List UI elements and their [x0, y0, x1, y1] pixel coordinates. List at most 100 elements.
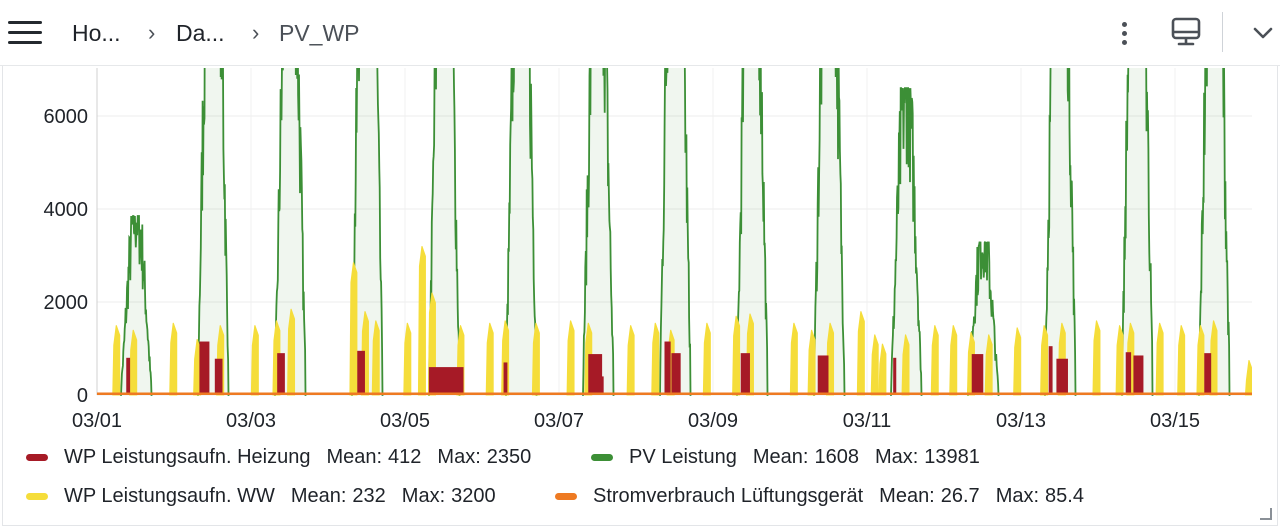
breadcrumb-dashboard[interactable]: Da...: [176, 20, 225, 46]
ww-spike: [349, 262, 358, 396]
pv-line-day: [120, 215, 153, 396]
legend-item-lueftung[interactable]: Stromverbrauch Lüftungsgerät Mean: 26.7 …: [555, 481, 1084, 511]
y-tick-label: 2000: [44, 292, 89, 314]
hamburger-menu-icon[interactable]: [8, 19, 42, 47]
pv-power-chart[interactable]: 0 2000 4000 6000 03/01 03/03 03/05 03/07 03/09 03…: [0, 0, 1280, 440]
chart-legend: WP Leistungsaufn. Heizung Mean: 412 Max:…: [0, 438, 1280, 526]
legend-swatch-ww: [26, 492, 48, 500]
legend-item-pv[interactable]: PV Leistung Mean: 1608 Max: 13981: [591, 442, 980, 472]
ww-spike: [789, 322, 798, 396]
breadcrumb-current-page: PV_WP: [279, 20, 360, 46]
pv-area-day: [274, 68, 307, 395]
resize-handle-icon[interactable]: [1260, 508, 1272, 520]
x-tick-label: 03/01: [72, 410, 122, 432]
ww-spike: [169, 322, 178, 396]
x-tick-label: 03/09: [688, 410, 738, 432]
kebab-vertical-icon[interactable]: [1115, 18, 1135, 48]
pv-area-day: [1121, 68, 1154, 395]
x-tick-label: 03/11: [843, 410, 892, 432]
ww-spike: [878, 343, 887, 396]
heizung-block: [428, 367, 464, 395]
legend-max-value: 13981: [924, 445, 980, 468]
ww-spike: [949, 325, 958, 396]
ww-spike: [732, 315, 741, 396]
heizung-block: [126, 357, 131, 395]
pv-area-day: [890, 88, 923, 395]
breadcrumb-separator-icon: ›: [148, 20, 156, 45]
pv-line-day: [428, 68, 461, 396]
heizung-block: [1204, 353, 1212, 395]
pv-area-day: [1198, 68, 1231, 395]
ww-spike: [702, 322, 711, 396]
y-tick-label: 0: [77, 385, 88, 407]
heizung-block: [671, 353, 681, 395]
monitor-icon[interactable]: [1168, 16, 1204, 50]
pv-line-day: [813, 68, 846, 396]
legend-mean-label: Mean:: [326, 445, 383, 468]
legend-swatch-lueftung: [555, 492, 577, 500]
pv-line-day: [659, 68, 692, 396]
heizung-block: [357, 350, 365, 395]
heizung-block: [597, 376, 604, 395]
legend-label: Stromverbrauch Lüftungsgerät: [593, 484, 864, 507]
top-app-bar: Ho... › Da... › PV_WP: [0, 0, 1280, 66]
ww-spike: [1155, 322, 1164, 396]
ww-spike: [531, 322, 540, 396]
y-tick-label: 6000: [44, 106, 89, 128]
ww-spike: [129, 329, 138, 396]
heizung-block: [503, 362, 508, 395]
legend-mean-label: Mean:: [290, 484, 347, 507]
heizung-block: [277, 353, 285, 395]
ww-spike: [112, 325, 121, 396]
x-tick-label: 03/03: [226, 410, 276, 432]
heizung-block: [1048, 346, 1053, 395]
breadcrumb-home[interactable]: Ho...: [72, 20, 121, 46]
ww-spike: [870, 334, 879, 396]
pv-area-day: [428, 68, 461, 395]
ww-spike: [856, 311, 865, 396]
x-tick-label: 03/13: [996, 410, 1046, 432]
plot-area: [97, 68, 1252, 396]
legend-item-heizung[interactable]: WP Leistungsaufn. Heizung Mean: 412 Max:…: [26, 442, 531, 472]
y-tick-label: 4000: [44, 199, 89, 221]
legend-mean-value: 412: [388, 445, 422, 468]
pv-line-day: [1198, 68, 1231, 396]
toolbar-divider: [1222, 12, 1223, 52]
ww-spike: [1040, 325, 1049, 396]
pv-area-day: [736, 68, 769, 395]
x-tick-label: 03/15: [1150, 410, 1200, 432]
ww-spike: [1209, 320, 1218, 396]
pv-line-day: [1121, 68, 1154, 396]
ww-spike: [901, 334, 910, 396]
pv-area-day: [1044, 68, 1077, 395]
legend-label: PV Leistung: [629, 445, 737, 468]
legend-mean-value: 232: [352, 484, 386, 507]
pv-line-day: [505, 68, 538, 396]
legend-mean-value: 26.7: [940, 484, 980, 507]
breadcrumb-separator-icon: ›: [252, 20, 260, 45]
legend-label: WP Leistungsaufn. Heizung: [64, 445, 311, 468]
ww-spike: [371, 320, 380, 396]
legend-max-label: Max:: [437, 445, 481, 468]
pv-area-day: [582, 68, 615, 395]
heizung-block: [1056, 358, 1068, 395]
ww-spike: [1013, 327, 1022, 396]
chevron-down-icon[interactable]: [1250, 18, 1276, 48]
legend-swatch-pv: [591, 453, 613, 461]
ww-spike: [417, 246, 426, 396]
legend-mean-value: 1608: [814, 445, 859, 468]
legend-max-value: 2350: [486, 445, 532, 468]
ww-spike: [626, 325, 635, 396]
legend-max-value: 3200: [451, 484, 496, 507]
pv-line-day: [890, 87, 923, 396]
ww-spike: [1092, 320, 1101, 396]
pv-line-day: [351, 68, 384, 396]
ww-spike: [930, 325, 939, 396]
legend-label: WP Leistungsaufn. WW: [64, 484, 275, 507]
heizung-block: [971, 354, 984, 395]
heizung-block: [1125, 352, 1132, 395]
pv-area-day: [120, 216, 153, 395]
legend-max-label: Max:: [995, 484, 1040, 507]
pv-line-day: [582, 68, 615, 396]
legend-item-ww[interactable]: WP Leistungsaufn. WW Mean: 232 Max: 3200: [26, 481, 496, 511]
